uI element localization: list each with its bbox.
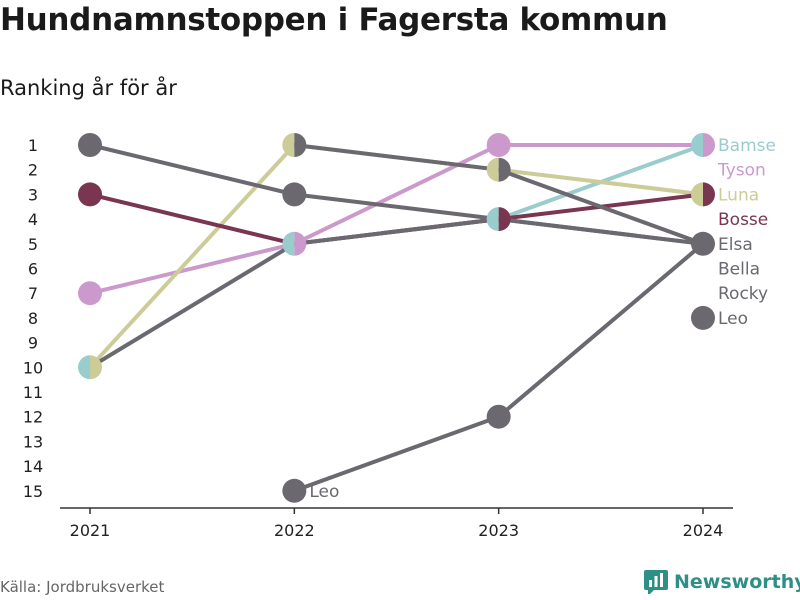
y-tick-label: 6 [28, 260, 38, 279]
y-tick-label: 11 [23, 383, 43, 402]
series-marker-bamse-tyson-right [703, 133, 715, 157]
y-tick-label: 12 [23, 408, 43, 427]
series-marker-luna-bella-left [282, 133, 295, 157]
series-marker-elsa [78, 133, 102, 157]
series-marker-elsa-bella-rocky-leo [691, 231, 715, 256]
x-tick-label: 2024 [683, 521, 724, 540]
series-line-bosse [88, 192, 705, 246]
series-marker-luna-bosse-left [691, 182, 703, 207]
end-label-leo: Leo [718, 309, 748, 329]
newsworthy-logo-icon [644, 570, 668, 594]
series-marker-bamse-tyson-bosse-rocky-left [282, 231, 295, 256]
y-tick-label: 10 [23, 358, 43, 377]
x-tick-label: 2022 [274, 521, 315, 540]
series-marker-tyson [78, 281, 102, 306]
series-marker-luna-bella-left [486, 157, 499, 182]
y-tick-label: 4 [28, 210, 38, 229]
series-marker-elsa [282, 182, 307, 207]
series-line-leo [292, 241, 705, 493]
end-label-bamse: Bamse [718, 136, 776, 156]
series-line-bamse [88, 143, 705, 370]
extra-marker [691, 305, 715, 330]
end-label-luna: Luna [718, 185, 759, 205]
y-tick-label: 5 [28, 235, 38, 254]
series-marker-bamse-luna-rocky-left [78, 355, 90, 380]
end-label-tyson: Tyson [717, 161, 766, 181]
source-note: Källa: Jordbruksverket [0, 578, 165, 596]
y-tick-label: 9 [28, 334, 38, 353]
series-marker-bosse [78, 182, 102, 207]
series-marker-leo [282, 478, 307, 503]
series-marker-luna-bella-right [498, 157, 511, 182]
series-marker-leo [486, 404, 511, 429]
series-marker-bamse-bosse-elsa-rocky-left [486, 207, 499, 232]
series-marker-luna-bosse-right [703, 182, 715, 207]
y-tick-label: 8 [28, 309, 38, 328]
series-line-tyson [88, 143, 705, 296]
series-marker-bamse-tyson-left [691, 133, 703, 157]
y-tick-label: 2 [28, 161, 38, 180]
y-tick-label: 14 [23, 457, 43, 476]
series-line-rocky [88, 217, 705, 370]
y-tick-label: 15 [23, 482, 43, 501]
series-marker-luna-bella-right [294, 133, 307, 157]
brand-name: Newsworthy [674, 571, 800, 593]
end-label-bella: Bella [718, 260, 760, 280]
y-tick-label: 1 [28, 136, 38, 155]
end-label-bosse: Bosse [718, 210, 768, 230]
y-tick-label: 3 [28, 185, 38, 204]
series-marker-bamse-luna-rocky-right [90, 355, 102, 380]
x-tick-label: 2023 [478, 521, 519, 540]
end-label-elsa: Elsa [718, 235, 753, 255]
chart-title: Hundnamnstoppen i Fagersta kommun [0, 2, 668, 38]
annotation-label: Leo [309, 482, 339, 502]
y-tick-label: 13 [23, 432, 43, 451]
x-tick-label: 2021 [70, 521, 111, 540]
brand-logo: Newsworthy [644, 570, 800, 594]
end-label-rocky: Rocky [718, 284, 768, 304]
y-tick-label: 7 [28, 284, 38, 303]
series-marker-bamse-tyson-bosse-rocky-right [294, 231, 307, 256]
chart-subtitle: Ranking år för år [0, 76, 177, 100]
series-marker-bamse-bosse-elsa-rocky-right [498, 207, 511, 232]
series-marker-tyson [486, 133, 511, 157]
